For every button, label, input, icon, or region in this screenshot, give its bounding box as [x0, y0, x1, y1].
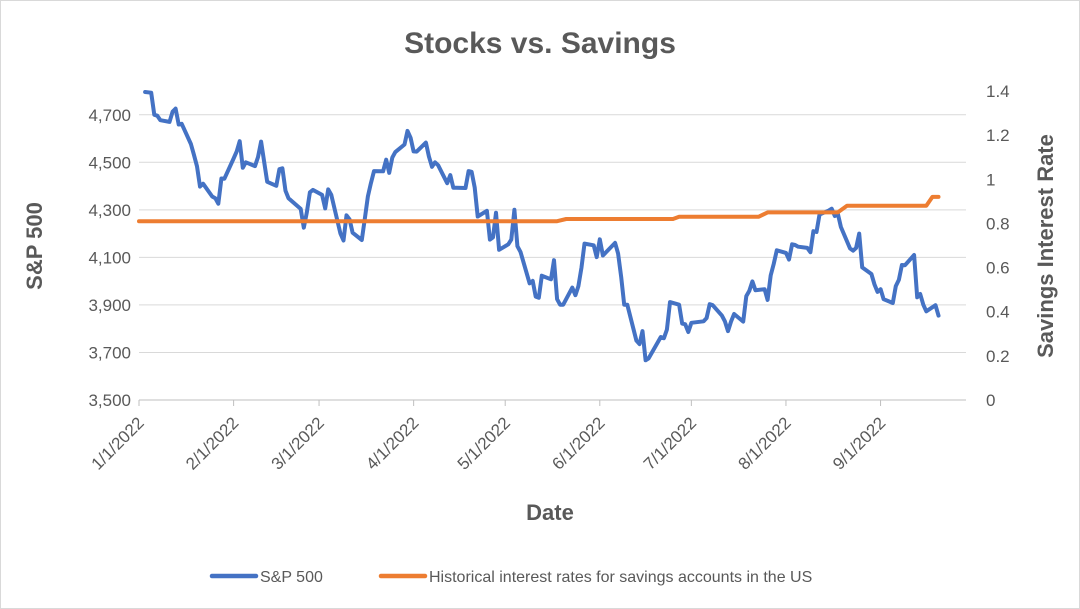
x-tick-label: 1/1/2022 [88, 413, 148, 473]
y-tick-label: 3,900 [88, 296, 131, 315]
y-tick-label: 4,700 [88, 106, 131, 125]
chart-title: Stocks vs. Savings [404, 27, 676, 60]
y-axis-title: S&P 500 [22, 202, 47, 290]
x-tick-label: 3/1/2022 [268, 413, 328, 473]
x-tick-label: 9/1/2022 [829, 413, 889, 473]
y2-tick-label: 0.2 [986, 347, 1010, 366]
series-line-interest-rate [137, 194, 941, 224]
x-tick-label: 2/1/2022 [182, 413, 242, 473]
y-tick-label: 4,500 [88, 153, 131, 172]
x-tick-label: 5/1/2022 [454, 413, 514, 473]
gridlines [139, 114, 966, 353]
x-tick-label: 8/1/2022 [735, 413, 795, 473]
y2-axis-title: Savings Interest Rate [1033, 134, 1058, 358]
series-layer [137, 90, 941, 363]
legend: S&P 500 Historical interest rates for sa… [209, 569, 812, 586]
x-tick-label: 4/1/2022 [362, 413, 422, 473]
x-axis-title: Date [526, 500, 574, 525]
y2-tick-label: 0.4 [986, 303, 1010, 322]
y2-tick-label: 0.8 [986, 214, 1010, 233]
x-tick-label: 7/1/2022 [640, 413, 700, 473]
y-tick-label: 4,300 [88, 201, 131, 220]
y-tick-label: 4,100 [88, 248, 131, 267]
y2-tick-label: 0.6 [986, 259, 1010, 278]
series-line-sp500 [143, 90, 941, 363]
legend-label-interest: Historical interest rates for savings ac… [429, 569, 812, 586]
y2-tick-label: 1.4 [986, 82, 1010, 101]
legend-label-sp500: S&P 500 [260, 569, 323, 586]
y2-tick-label: 0 [986, 391, 995, 410]
x-tick-label: 6/1/2022 [548, 413, 608, 473]
y-tick-label: 3,500 [88, 391, 131, 410]
y2-tick-label: 1 [986, 170, 995, 189]
y2-tick-label: 1.2 [986, 126, 1010, 145]
y-tick-label: 3,700 [88, 343, 131, 362]
